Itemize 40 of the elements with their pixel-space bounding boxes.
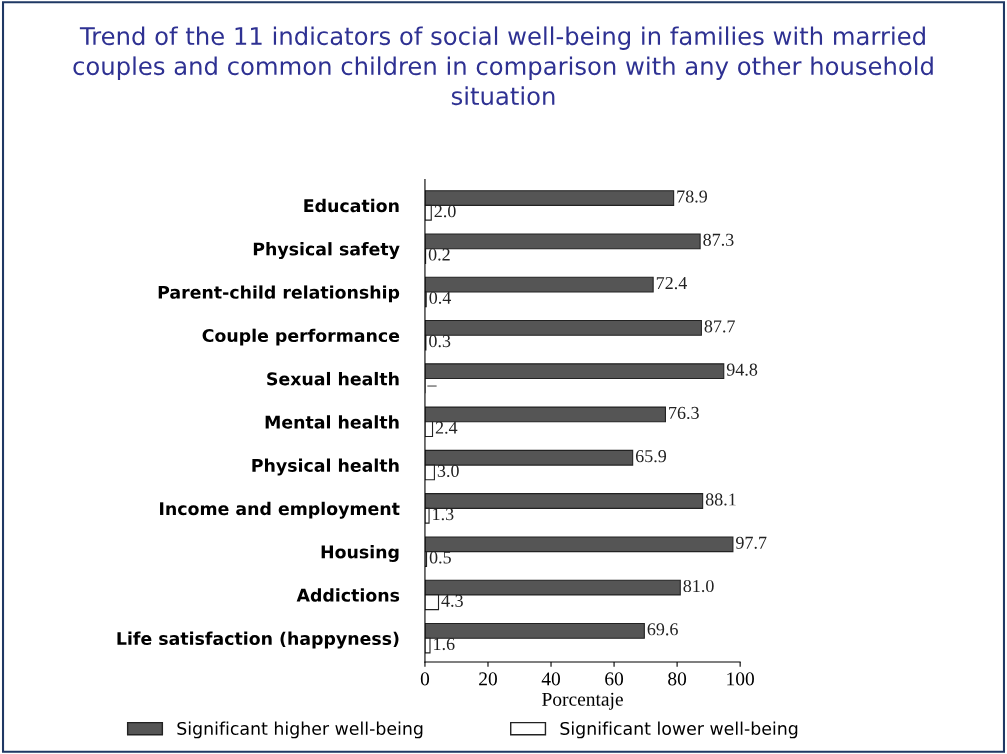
data-label: 88.1 [705,493,736,506]
data-label: 2.4 [435,421,458,434]
data-label: 0.4 [429,291,452,304]
chart-title: Trend of the 11 indicators of social well-being in families with married couples and common children in comparison with any other household situation [73,26,933,106]
y-tick-label: Income and employment [160,501,400,519]
data-label: 0.3 [429,334,451,348]
data-label: 76.3 [669,406,699,420]
x-tick-label: 80 [668,672,687,686]
data-label: 94.8 [726,363,758,376]
data-label: 1.6 [434,637,455,651]
y-tick-label: Mental health [265,415,399,429]
data-label: 87.7 [704,320,735,333]
data-label: 3.0 [437,464,459,478]
x-tick-label: 20 [479,672,497,686]
text: – [427,385,437,387]
data-label: 69.6 [647,623,678,636]
legend-label: Significant higher well-being [177,721,423,739]
x-axis-title: Porcentaje [542,692,623,710]
y-tick-label: Parent-child relationship [158,285,400,303]
y-tick-label: Sexual health [267,371,399,386]
data-label: 72.4 [656,277,687,290]
x-tick-label: 100 [727,672,754,686]
y-tick-label: Physical safety [253,242,400,260]
data-label: 0.2 [428,248,450,261]
y-tick-label: Housing [321,545,399,562]
y-tick-label: Education [304,198,399,213]
y-tick-label: Life satisfaction (happyness) [117,631,399,649]
data-label: 65.9 [635,450,667,463]
y-tick-label: Addictions [296,588,400,602]
legend-label: Significant lower well-being [560,721,798,739]
data-label: 97.7 [736,536,767,549]
data-label: 78.9 [677,190,708,203]
x-tick-label: 60 [605,672,624,686]
y-tick-label: Physical health [252,458,399,476]
data-label: 81.0 [683,579,714,593]
x-tick-label: 0 [420,672,430,686]
y-tick-label: Couple performance [202,328,400,346]
x-tick-label: 40 [541,672,561,686]
data-label: 4.3 [441,594,463,607]
data-label: 87.3 [703,233,734,246]
